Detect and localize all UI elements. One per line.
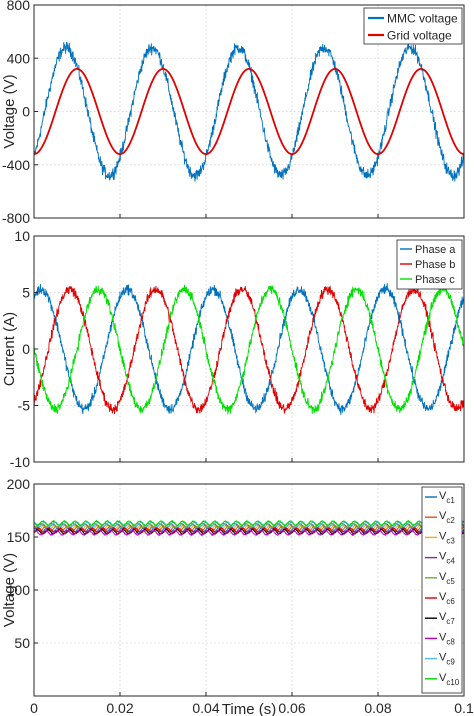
x-axis-label: Time (s)	[222, 701, 276, 716]
x-tick-label: 0.04	[192, 700, 219, 716]
y-tick-label: 0	[22, 104, 30, 120]
series-line-vc1	[34, 525, 464, 534]
x-tick-label: 0.02	[106, 700, 133, 716]
legend: Phase a Phase b Phase c	[396, 239, 463, 290]
y-tick-label: -5	[18, 398, 31, 414]
y-tick-label: -400	[2, 157, 30, 173]
legend-entry: MMC voltage	[387, 12, 458, 26]
y-axis-label: Current (A)	[1, 312, 18, 386]
y-axis-label: Voltage (V)	[1, 553, 18, 627]
x-tick-label: 0	[30, 700, 38, 716]
x-tick-label: 0.1	[454, 700, 474, 716]
legend-entry: Grid voltage	[387, 29, 452, 43]
y-tick-label: 800	[7, 0, 31, 13]
y-axis-label: Voltage (V)	[1, 74, 18, 148]
series-line-vc7	[34, 527, 464, 536]
series-line-mmc-voltage	[34, 40, 464, 182]
series-line-phase-c	[34, 284, 464, 415]
y-tick-label: 5	[22, 285, 30, 301]
x-tick-label: 0.08	[364, 700, 391, 716]
y-tick-label: 10	[14, 228, 30, 244]
series-line-phase-b	[34, 283, 464, 415]
y-tick-label: 0	[22, 341, 30, 357]
y-tick-label: 100	[7, 582, 31, 598]
legend-entry: Phase b	[415, 259, 455, 271]
plot-area	[34, 484, 464, 696]
series-group	[34, 519, 464, 537]
y-tick-label: 200	[7, 476, 31, 492]
series-line-grid-voltage	[34, 67, 464, 156]
y-tick-label: 150	[7, 529, 31, 545]
legend-box	[363, 7, 463, 45]
y-tick-label: 50	[14, 635, 30, 651]
y-tick-label: -800	[2, 210, 30, 226]
series-line-vc10	[34, 519, 464, 528]
chart-panel-3: 50 100 150 200 0 0.02 0.04 0.06 0.08 0.1 Voltage (…	[1, 476, 474, 716]
legend-entry: Phase c	[415, 274, 455, 286]
series-line-vc8	[34, 528, 464, 537]
series-line-phase-a	[34, 283, 464, 415]
legend-entry: Phase a	[415, 244, 456, 256]
series-group	[34, 283, 464, 415]
x-tick-label: 0.06	[278, 700, 305, 716]
y-tick-label: -10	[10, 454, 30, 470]
y-tick-label: 400	[7, 50, 31, 66]
series-group	[34, 40, 464, 182]
chart-panel-1: -800 -400 0 400 800 Voltage (V) MMC voltage Gri…	[1, 0, 465, 226]
legend: MMC voltage Grid voltage	[363, 7, 463, 45]
